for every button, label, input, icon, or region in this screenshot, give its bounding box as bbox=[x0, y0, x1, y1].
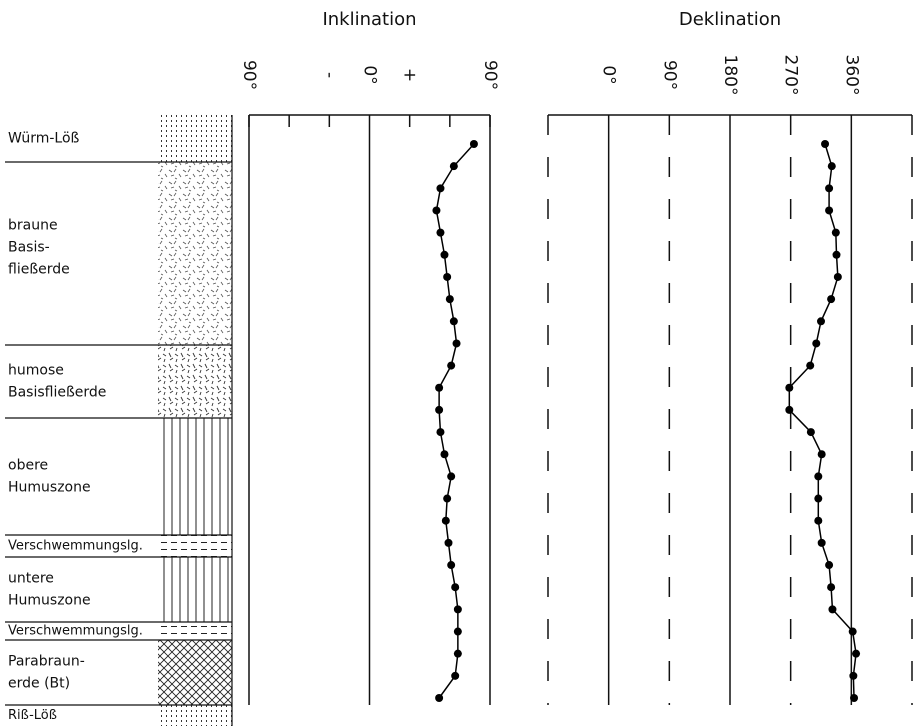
data-point bbox=[785, 405, 794, 414]
data-point bbox=[817, 538, 826, 547]
data-point bbox=[849, 671, 858, 680]
data-point bbox=[435, 383, 444, 392]
layer-label: obere bbox=[8, 458, 48, 474]
data-point bbox=[436, 228, 445, 237]
data-point bbox=[443, 494, 452, 503]
data-point bbox=[814, 472, 823, 481]
data-point bbox=[449, 162, 458, 171]
data-point bbox=[452, 339, 461, 348]
data-point bbox=[451, 671, 460, 680]
x-tick-label: 90° bbox=[239, 60, 259, 90]
data-point bbox=[827, 162, 836, 171]
data-point bbox=[812, 339, 821, 348]
data-point bbox=[435, 405, 444, 414]
data-point bbox=[436, 428, 445, 437]
layer-pattern bbox=[158, 557, 232, 622]
data-point bbox=[832, 250, 841, 259]
data-point bbox=[453, 605, 462, 614]
data-point bbox=[469, 140, 478, 148]
data-point bbox=[833, 272, 842, 281]
x-tick-label: + bbox=[400, 68, 420, 82]
x-tick-label: 360° bbox=[841, 55, 861, 96]
data-point bbox=[435, 694, 444, 702]
data-point bbox=[827, 295, 836, 304]
data-point bbox=[828, 605, 837, 614]
layer-label: Verschwemmungslg. bbox=[8, 624, 143, 639]
x-tick-label: - bbox=[319, 72, 339, 78]
layer-label: Basis- bbox=[8, 240, 50, 256]
data-point bbox=[825, 184, 834, 193]
layer-label: Verschwemmungslg. bbox=[8, 539, 143, 554]
layer-label: Basisfließerde bbox=[8, 385, 106, 401]
data-point bbox=[451, 583, 460, 592]
data-point bbox=[831, 228, 840, 237]
chart-title: Inklination bbox=[322, 9, 416, 30]
layer-pattern bbox=[158, 418, 232, 535]
data-point bbox=[814, 494, 823, 503]
data-point bbox=[449, 317, 458, 326]
layer-label: Würm-Löß bbox=[8, 131, 80, 147]
data-line bbox=[788, 143, 857, 699]
data-line bbox=[435, 143, 475, 699]
layer-label: untere bbox=[8, 571, 54, 587]
x-tick-label: 270° bbox=[781, 55, 801, 96]
x-tick-label: 0° bbox=[599, 65, 619, 84]
data-point bbox=[447, 472, 456, 481]
data-point bbox=[850, 694, 859, 702]
layer-label: fließerde bbox=[8, 262, 70, 278]
layer-label: braune bbox=[8, 218, 58, 234]
data-point bbox=[827, 583, 836, 592]
data-point bbox=[814, 516, 823, 525]
layer-label: humose bbox=[8, 363, 64, 379]
data-point bbox=[444, 538, 453, 547]
x-tick-label: 90° bbox=[659, 60, 679, 90]
data-point bbox=[453, 627, 462, 636]
data-point bbox=[825, 561, 834, 570]
data-point bbox=[440, 250, 449, 259]
layer-pattern bbox=[158, 622, 232, 640]
x-tick-label: 90° bbox=[480, 60, 500, 90]
data-point bbox=[806, 361, 815, 370]
data-point bbox=[785, 383, 794, 392]
layer-label: Humuszone bbox=[8, 593, 91, 609]
data-point bbox=[447, 561, 456, 570]
data-point bbox=[806, 428, 815, 437]
data-point bbox=[453, 649, 462, 658]
plots: Inklination 90° - 0° +90° Deklination 0° 90° 180… bbox=[239, 9, 913, 705]
layer-label: erde (Bt) bbox=[8, 676, 70, 692]
stratigraphy: Würm-Löß braune Basis-fließerde humose Basis… bbox=[5, 115, 233, 726]
layer-pattern bbox=[158, 535, 232, 557]
data-point bbox=[447, 361, 456, 370]
data-point bbox=[440, 450, 449, 459]
x-tick-label: 0° bbox=[360, 65, 380, 84]
data-point bbox=[441, 516, 450, 525]
data-point bbox=[436, 184, 445, 193]
data-point bbox=[848, 627, 857, 636]
data-point bbox=[432, 206, 441, 215]
data-point bbox=[825, 206, 834, 215]
data-point bbox=[443, 272, 452, 281]
layer-label: Riß-Löß bbox=[8, 708, 57, 723]
layer-pattern bbox=[158, 705, 232, 726]
data-point bbox=[821, 140, 830, 148]
data-point bbox=[445, 295, 454, 304]
layer-pattern bbox=[158, 162, 232, 345]
layer-pattern bbox=[158, 345, 232, 418]
data-point bbox=[817, 317, 825, 326]
data-point bbox=[817, 450, 826, 459]
layer-pattern bbox=[158, 115, 232, 162]
layer-label: Humuszone bbox=[8, 480, 91, 496]
x-tick-label: 180° bbox=[720, 55, 740, 96]
layer-label: Parabraun- bbox=[8, 654, 85, 670]
layer-pattern bbox=[158, 640, 232, 705]
chart-title: Deklination bbox=[679, 9, 781, 30]
data-point bbox=[852, 649, 861, 658]
